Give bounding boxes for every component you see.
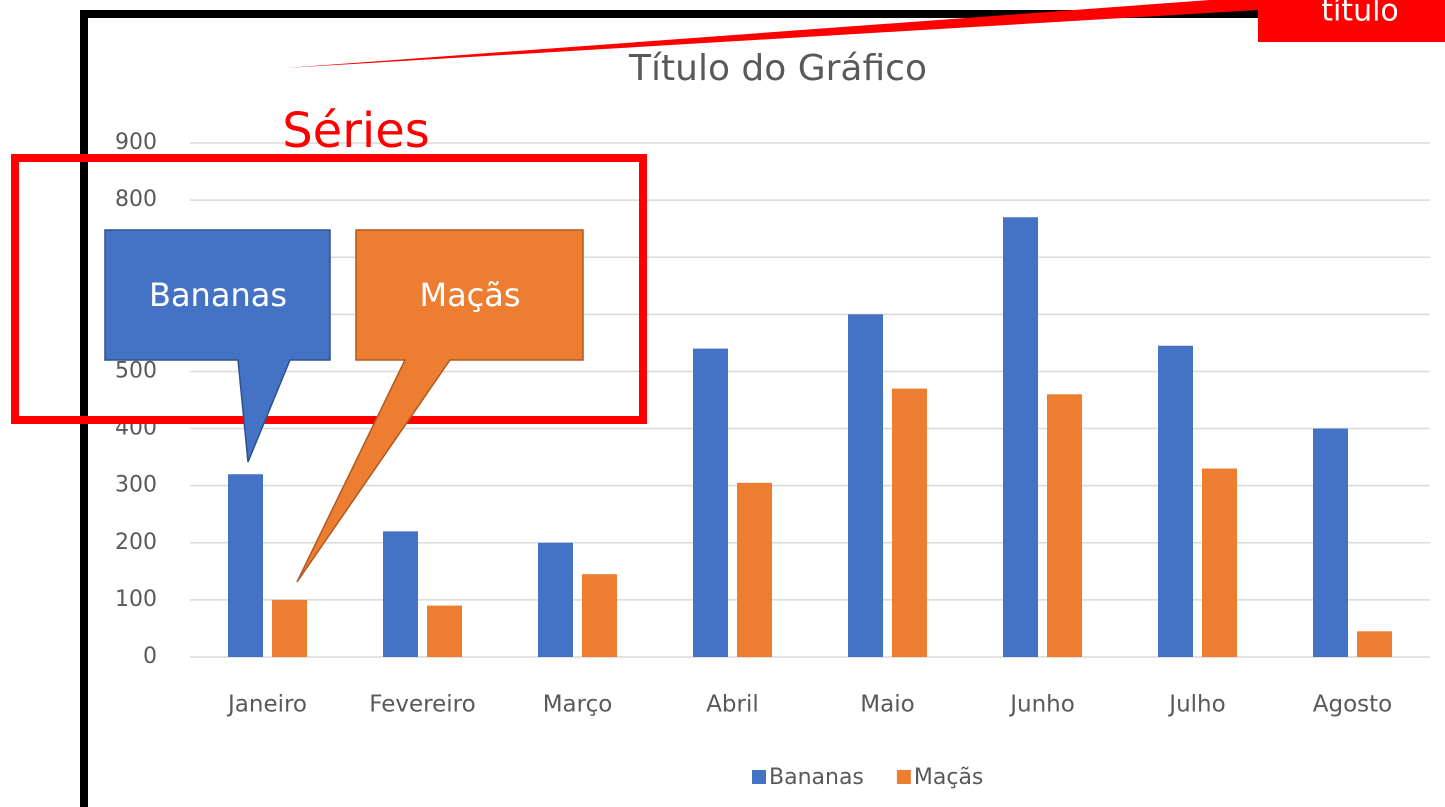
x-tick-label: Abril: [706, 692, 759, 718]
bar: [693, 348, 728, 657]
x-tick-label: Fevereiro: [369, 692, 475, 718]
callout-macas-text: Maçãs: [419, 276, 520, 314]
bar: [1003, 217, 1038, 657]
bar: [737, 482, 772, 657]
y-tick-label: 0: [143, 644, 157, 669]
x-tick-label: Agosto: [1313, 692, 1392, 718]
series-label: Séries: [282, 103, 430, 159]
legend-label: Bananas: [769, 765, 864, 790]
callout-title: [285, 0, 1445, 68]
chart-frame: [80, 10, 1445, 807]
x-tick-label: Janeiro: [226, 692, 307, 718]
y-tick-label: 900: [115, 130, 157, 155]
series-highlight-box: [11, 154, 647, 424]
callout-bananas-text: Bananas: [149, 276, 287, 314]
bar: [1202, 468, 1237, 657]
x-tick-label: Junho: [1008, 692, 1075, 718]
y-tick-label: 500: [115, 358, 157, 383]
y-tick-label: 100: [115, 587, 157, 612]
callout-bananas: [104, 229, 331, 463]
bar: [228, 474, 263, 657]
bar: [1313, 428, 1348, 657]
legend-label: Maçãs: [914, 765, 984, 790]
x-tick-label: Março: [543, 692, 613, 718]
callout-macas: [296, 229, 584, 583]
y-tick-label: 300: [115, 473, 157, 498]
bar: [1357, 631, 1392, 657]
x-tick-label: Julho: [1167, 692, 1225, 718]
bar: [272, 599, 307, 657]
bar: [582, 574, 617, 657]
bar: [848, 314, 883, 657]
x-tick-label: Maio: [860, 692, 914, 718]
callout-title-text: título: [1321, 0, 1399, 29]
y-tick-label: 800: [115, 187, 157, 212]
bar: [427, 605, 462, 657]
chart-title: Título do Gráfico: [628, 48, 927, 89]
bar: [383, 531, 418, 657]
y-tick-label: 200: [115, 530, 157, 555]
legend-swatch: [896, 770, 911, 784]
bar: [892, 388, 927, 657]
bar: [1047, 394, 1082, 657]
bar: [538, 542, 573, 657]
legend-swatch: [752, 770, 766, 784]
bar: [1158, 345, 1193, 657]
